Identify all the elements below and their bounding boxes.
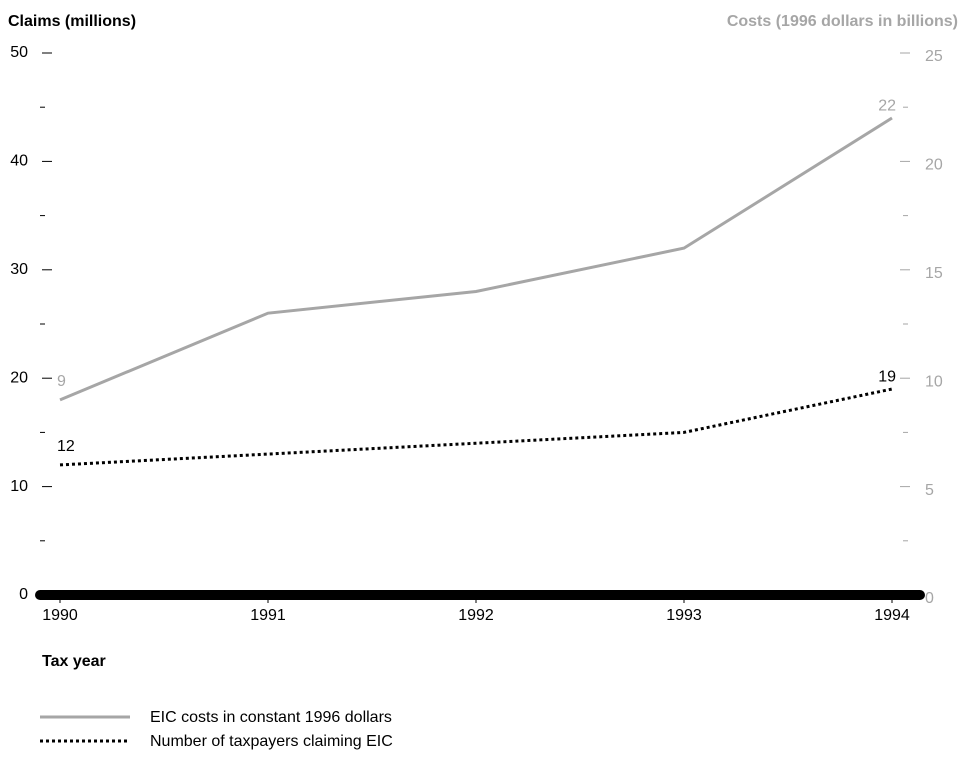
x-tick-label: 1992	[458, 607, 494, 624]
series-line	[59, 387, 893, 467]
legend-label: EIC costs in constant 1996 dollars	[150, 709, 392, 726]
y2-tick-label: 0	[925, 590, 934, 607]
y-tick-label: 20	[10, 369, 28, 386]
y-tick-label: 30	[10, 261, 28, 278]
data-label: 19	[878, 368, 896, 385]
x-tick-label: 1991	[250, 607, 286, 624]
data-label: 22	[878, 97, 896, 114]
y-tick-label: 0	[19, 586, 28, 603]
y2-tick-label: 10	[925, 373, 943, 390]
y2-tick-label: 20	[925, 157, 943, 174]
y2-tick-label: 5	[925, 482, 934, 499]
y2-tick-label: 15	[925, 265, 943, 282]
x-axis-title: Tax year	[42, 653, 106, 670]
x-tick-label: 1990	[42, 607, 78, 624]
data-label: 9	[57, 373, 66, 390]
y-tick-label: 10	[10, 478, 28, 495]
series-line	[59, 116, 893, 402]
y-axis-title: Claims (millions)	[8, 13, 136, 30]
y-tick-label: 40	[10, 153, 28, 170]
legend-label: Number of taxpayers claiming EIC	[150, 733, 393, 750]
y-tick-label: 50	[10, 44, 28, 61]
y2-axis-title: Costs (1996 dollars in billions)	[727, 13, 958, 30]
data-label: 12	[57, 438, 75, 455]
y2-tick-label: 25	[925, 48, 943, 65]
x-tick-label: 1993	[666, 607, 702, 624]
x-tick-label: 1994	[874, 607, 910, 624]
